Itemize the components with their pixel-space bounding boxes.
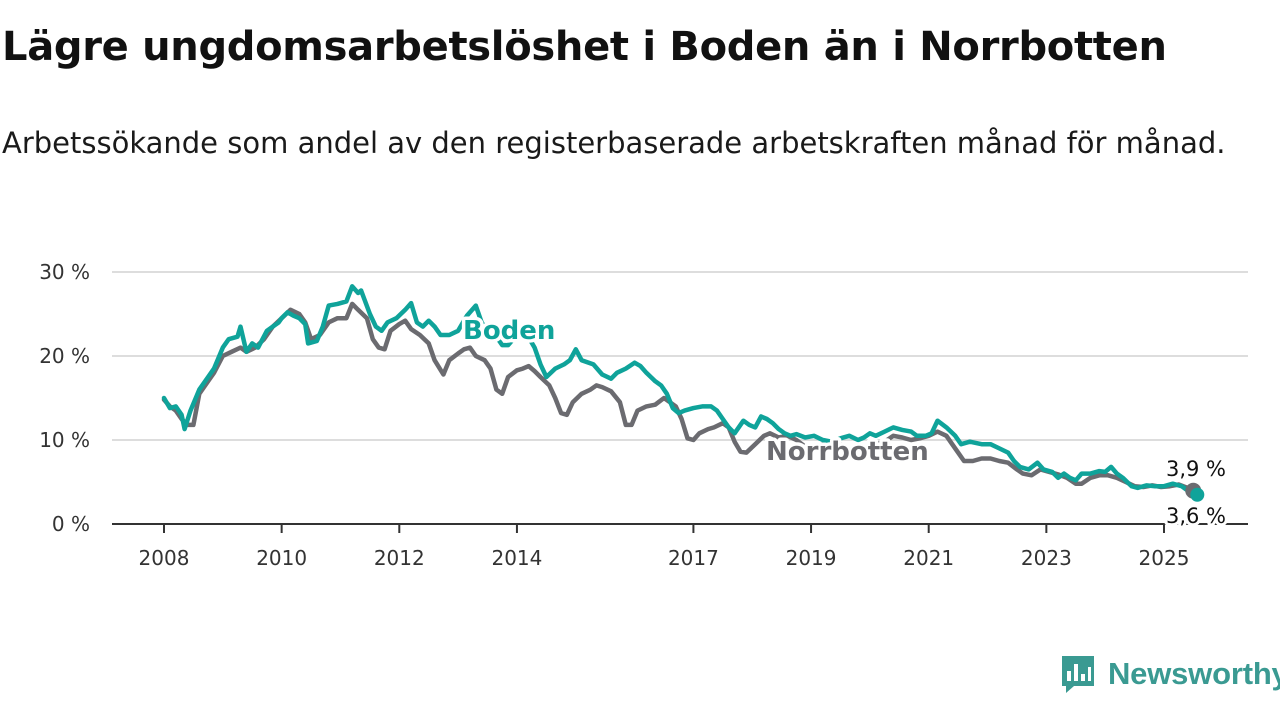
y-tick-label: 30 % — [39, 260, 90, 284]
x-tick-label: 2014 — [491, 546, 542, 570]
series-line-norrbotten — [161, 301, 1202, 494]
series-label-boden-halo: Boden — [463, 316, 555, 346]
x-tick-label: 2025 — [1139, 546, 1190, 570]
x-tick-label: 2019 — [786, 546, 837, 570]
axes: 0 % 10 % 20 % 30 % 2008 2010 2012 2014 2017 2019 2… — [39, 260, 1248, 570]
x-tick-label: 2023 — [1021, 546, 1072, 570]
gridlines — [112, 271, 1248, 441]
x-tick-label: 2008 — [139, 546, 190, 570]
x-tick-label: 2012 — [374, 546, 425, 570]
series-line-boden — [161, 284, 1202, 497]
newsworthy-logo-icon — [1062, 656, 1094, 693]
end-label-boden: 3,6 % — [1166, 504, 1226, 528]
brand-logo: Newsworthy — [1060, 654, 1280, 694]
chart-title: Lägre ungdomsarbetslöshet i Boden än i N… — [2, 24, 1167, 70]
y-tick-label: 20 % — [39, 344, 90, 368]
brand-name: Newsworthy — [1108, 656, 1280, 691]
x-tick-label: 2010 — [256, 546, 307, 570]
end-label-boden-halo: 3,6 % — [1166, 504, 1226, 528]
series-label-norrbotten: Norrbotten — [766, 437, 929, 467]
chart-subtitle: Arbetssökande som andel av den registerb… — [2, 126, 1226, 160]
series-label-boden: Boden — [463, 316, 555, 346]
line-chart: 0 % 10 % 20 % 30 % 2008 2010 2012 2014 2017 2019 2… — [39, 260, 1248, 570]
end-label-norrbotten: 3,9 % — [1166, 457, 1226, 481]
series-label-norrbotten-halo: Norrbotten — [766, 437, 929, 467]
y-tick-label: 10 % — [39, 428, 90, 452]
series-lines — [161, 284, 1205, 502]
x-tick-label: 2017 — [668, 546, 719, 570]
x-tick-label: 2021 — [903, 546, 954, 570]
endpoint-marker-boden — [1190, 487, 1205, 502]
y-tick-label: 0 % — [52, 512, 90, 536]
end-label-norrbotten-halo: 3,9 % — [1166, 457, 1226, 481]
